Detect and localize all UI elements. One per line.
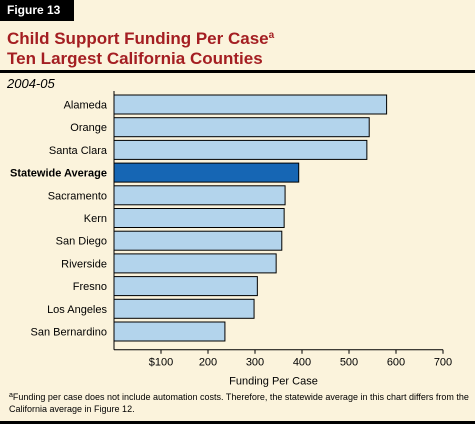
category-label: Los Angeles bbox=[47, 304, 107, 316]
title-divider bbox=[0, 70, 475, 73]
category-label: Alameda bbox=[64, 100, 108, 112]
bar-santa-clara bbox=[113, 139, 368, 160]
title-footnote-marker: a bbox=[268, 30, 275, 41]
bar-alameda bbox=[113, 94, 388, 115]
category-label: Santa Clara bbox=[49, 145, 108, 157]
bar-los-angeles bbox=[113, 298, 255, 319]
x-tick-label: 700 bbox=[434, 357, 452, 369]
x-tick-label: 500 bbox=[340, 357, 358, 369]
x-axis-title: Funding Per Case bbox=[229, 376, 318, 388]
category-label: Orange bbox=[70, 122, 107, 134]
category-label: Kern bbox=[84, 213, 107, 225]
category-label: Riverside bbox=[61, 258, 107, 270]
x-tick-label: 300 bbox=[246, 357, 264, 369]
x-tick-label: $100 bbox=[149, 357, 173, 369]
category-label: Fresno bbox=[73, 281, 107, 293]
bar-orange bbox=[113, 117, 370, 138]
footnote: aFunding per case does not include autom… bbox=[9, 390, 469, 415]
bar-kern bbox=[113, 208, 285, 228]
x-tick-label: 600 bbox=[387, 357, 405, 369]
category-label: San Diego bbox=[56, 236, 107, 248]
bottom-divider bbox=[0, 421, 475, 424]
title-line-1: Child Support Funding Per Case bbox=[7, 29, 269, 48]
x-tick-label: 200 bbox=[199, 357, 217, 369]
category-label: Statewide Average bbox=[10, 168, 107, 180]
title-line-2: Ten Largest California Counties bbox=[7, 49, 263, 68]
x-tick-label: 400 bbox=[293, 357, 311, 369]
bar-riverside bbox=[113, 253, 277, 274]
chart-title: Child Support Funding Per Casea Ten Larg… bbox=[7, 26, 274, 69]
bar-sacramento bbox=[113, 185, 286, 206]
category-label: San Bernardino bbox=[31, 327, 107, 339]
bar-fresno bbox=[113, 276, 258, 297]
year-label: 2004-05 bbox=[7, 76, 55, 91]
figure-label: Figure 13 bbox=[0, 0, 74, 21]
category-label: Sacramento bbox=[48, 190, 107, 202]
bar-statewide-average bbox=[113, 162, 300, 183]
footnote-text: Funding per case does not include automa… bbox=[9, 392, 469, 414]
bar-san-bernardino bbox=[113, 321, 226, 342]
bar-san-diego bbox=[113, 230, 283, 251]
footnote-marker: a bbox=[9, 392, 13, 399]
